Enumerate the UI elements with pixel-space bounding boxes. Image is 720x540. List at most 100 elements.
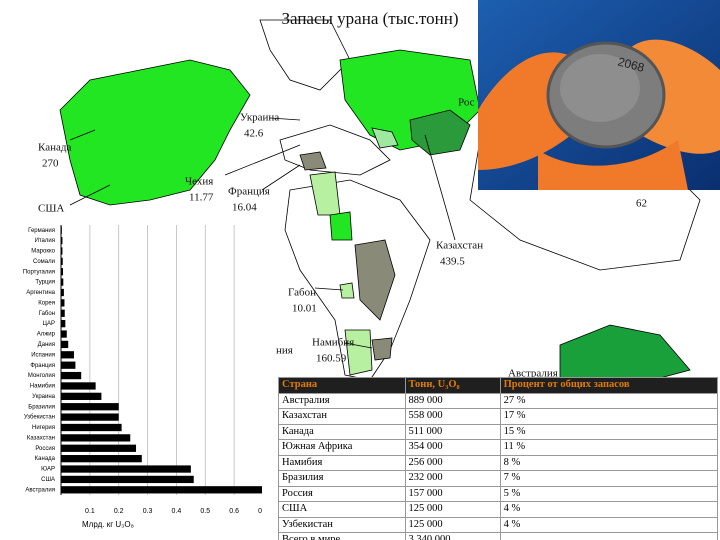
- bar: [61, 257, 63, 265]
- table-cell: 5 %: [499, 485, 719, 502]
- table-cell: 27 %: [499, 392, 719, 409]
- bar: [61, 268, 64, 276]
- map-label: Украина: [240, 112, 279, 124]
- map-label: Рос: [458, 97, 475, 109]
- y-tick-label: Сомали: [33, 259, 55, 265]
- map-label: 62: [636, 198, 647, 210]
- bar: [61, 330, 67, 338]
- bar-chart: 0.1 0.2 0.3 0.4 0.5 0.6 0.7 Млрд. кг U₃O₈ Герман…: [0, 215, 262, 540]
- bar: [61, 371, 82, 380]
- table-cell: 15 %: [499, 423, 719, 440]
- reserves-table: Страна Тонн, U₃O₈ Процент от общих запасов…: [278, 377, 719, 540]
- x-tick-label: 0.1: [85, 508, 95, 515]
- bar: [61, 382, 96, 390]
- bar: [61, 351, 74, 359]
- table-cell: Россия: [278, 485, 406, 502]
- table-cell: США: [278, 501, 406, 518]
- bar: [61, 236, 63, 245]
- table-cell: Казахстан: [278, 408, 406, 425]
- table-row: Намибия 256 000 8 %: [278, 454, 719, 471]
- table-row: Россия 157 000 5 %: [278, 485, 719, 502]
- y-tick-label: Франция: [30, 363, 55, 369]
- y-tick-label: Алжир: [37, 332, 56, 338]
- table-cell: 558 000: [404, 408, 501, 425]
- x-axis-label: Млрд. кг U₃O₈: [82, 520, 134, 529]
- bar: [61, 403, 119, 411]
- y-tick-label: Корея: [38, 300, 55, 306]
- y-tick-label: Италия: [35, 238, 55, 244]
- table-cell: 157 000: [404, 485, 501, 502]
- y-tick-label: Марокко: [31, 249, 55, 255]
- table-cell: 125 000: [404, 516, 501, 533]
- x-tick-label: 0.4: [172, 508, 182, 515]
- map-value: 439.5: [440, 256, 465, 268]
- y-tick-label: Португалия: [23, 269, 55, 275]
- y-tick-label: Аргентина: [26, 290, 55, 296]
- bar: [61, 320, 66, 328]
- photo-label: 2068: [616, 54, 646, 75]
- map-label: Франция: [228, 186, 270, 198]
- y-tick-label: Турция: [35, 280, 55, 286]
- table-cell: Тонн, U₃O₈: [404, 377, 501, 394]
- bar: [61, 288, 64, 297]
- table-cell: Процент от общих запасов: [499, 377, 719, 394]
- map-value: 11.77: [189, 192, 214, 204]
- table-cell: Южная Африка: [278, 439, 406, 456]
- y-tick-label: Намибия: [30, 384, 55, 390]
- y-tick-label: Монголия: [28, 373, 55, 379]
- table-cell: Страна: [278, 377, 406, 394]
- table-cell: 354 000: [404, 439, 501, 456]
- table-cell: Всего в мире: [278, 532, 406, 540]
- bar: [61, 444, 137, 452]
- x-tick-label: 0.3: [143, 508, 153, 515]
- x-tick-label: 0.5: [200, 508, 210, 515]
- table-cell: 3 340 000: [404, 532, 501, 540]
- y-tick-label: Габон: [39, 311, 55, 317]
- y-tick-label: ЮАР: [41, 467, 55, 473]
- x-tick-label: 0.2: [114, 508, 124, 515]
- map-label: США: [38, 203, 64, 215]
- table-row: Всего в мире 3 340 000: [278, 532, 719, 540]
- map-value: 10.01: [292, 303, 317, 315]
- table-cell: 4 %: [499, 501, 719, 518]
- table-row: Страна Тонн, U₃O₈ Процент от общих запасов: [278, 377, 719, 394]
- x-tick-label: 0.7: [258, 508, 262, 515]
- y-tick-label: ЦАР: [43, 321, 55, 327]
- bar: [61, 247, 63, 255]
- bar: [61, 309, 65, 317]
- table-cell: 125 000: [404, 501, 501, 518]
- map-value: 42.6: [244, 128, 264, 140]
- table-row: Казахстан 558 000 17 %: [278, 408, 719, 425]
- table-cell: 4 %: [499, 516, 719, 533]
- bar: [61, 423, 122, 432]
- bar: [61, 486, 262, 494]
- y-tick-label: США: [41, 477, 55, 483]
- table-cell: 232 000: [404, 470, 501, 487]
- bar: [61, 392, 102, 400]
- y-tick-label: Нигерия: [32, 425, 55, 431]
- map-label: Габон: [288, 287, 316, 299]
- bar: [61, 455, 142, 463]
- y-tick-label: Бразилия: [28, 404, 55, 410]
- table-cell: 17 %: [499, 408, 719, 425]
- y-tick-label: Испания: [31, 352, 55, 358]
- table-cell: 889 000: [404, 392, 501, 409]
- table-cell: Намибия: [278, 454, 406, 471]
- y-tick-label: Австралия: [25, 487, 55, 493]
- table-cell: 256 000: [404, 454, 501, 471]
- table-row: США 125 000 4 %: [278, 501, 719, 518]
- table-row: Канада 511 000 15 %: [278, 423, 719, 440]
- y-tick-label: Украина: [32, 394, 56, 400]
- y-tick-label: Узбекистан: [24, 415, 55, 421]
- table-row: Австралия 889 000 27 %: [278, 392, 719, 409]
- y-tick-label: Канада: [35, 456, 56, 462]
- bar: [61, 226, 62, 234]
- table-row: Бразилия 232 000 7 %: [278, 470, 719, 487]
- table-cell: 511 000: [404, 423, 501, 440]
- map-label: Казахстан: [436, 240, 483, 252]
- bar: [61, 465, 191, 473]
- bar: [61, 278, 64, 286]
- map-value: 270: [42, 158, 59, 170]
- title: Запасы урана (тыс.тонн): [281, 9, 458, 28]
